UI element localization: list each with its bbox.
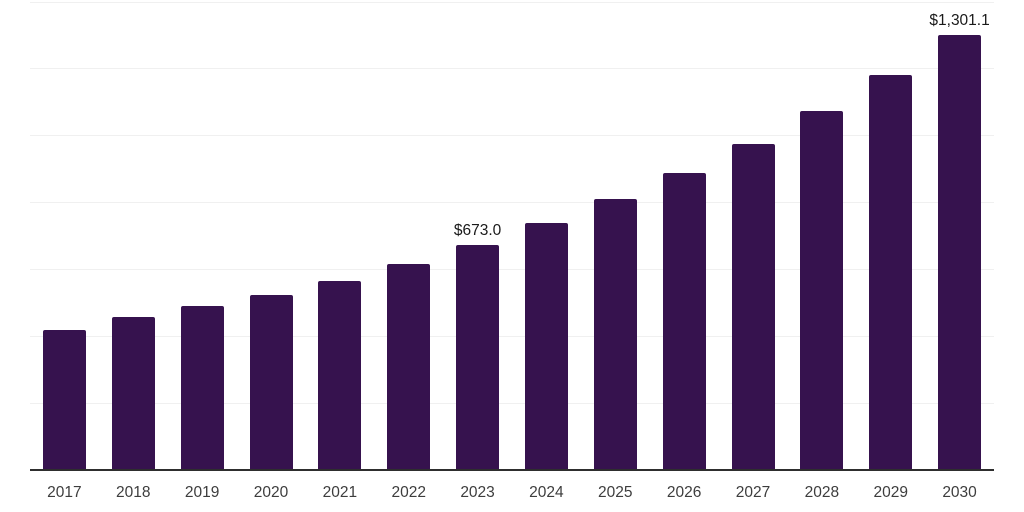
gridline-1400	[30, 1, 994, 3]
bar-2028	[800, 110, 844, 470]
bar-2026	[662, 172, 706, 470]
bar-2020	[249, 295, 293, 470]
gridline-1000	[30, 135, 994, 137]
x-tick-label-2030: 2030	[942, 484, 977, 501]
bar-2021	[318, 280, 362, 470]
bar-2027	[731, 144, 775, 470]
x-tick-label-2017: 2017	[47, 484, 82, 501]
x-tick-label-2024: 2024	[529, 484, 564, 501]
bar-2019	[180, 305, 224, 470]
bar-2024	[524, 222, 568, 470]
data-label-2023: $673.0	[453, 221, 502, 239]
data-label-2030: $1,301.1	[929, 11, 990, 29]
x-tick-label-2027: 2027	[735, 484, 771, 501]
gridline-600	[30, 268, 994, 270]
x-tick-label-2019: 2019	[184, 484, 220, 501]
bar-2018	[111, 317, 155, 470]
bar-2023	[456, 244, 500, 470]
bar-2030	[938, 34, 982, 470]
bar-2025	[593, 199, 637, 470]
gridline-1200	[30, 68, 994, 70]
bar-2029	[869, 74, 913, 470]
x-tick-label-2025: 2025	[598, 484, 633, 501]
x-tick-label-2021: 2021	[322, 484, 358, 501]
x-tick-label-2028: 2028	[804, 484, 840, 501]
x-tick-label-2020: 2020	[253, 484, 289, 501]
x-tick-label-2022: 2022	[391, 484, 426, 501]
x-tick-label-2023: 2023	[460, 484, 495, 501]
x-tick-label-2029: 2029	[873, 484, 908, 501]
bar-2017	[42, 329, 86, 470]
gridline-800	[30, 202, 994, 204]
x-tick-label-2018: 2018	[116, 484, 151, 501]
gridline-400	[30, 335, 994, 337]
gridline-200	[30, 402, 994, 404]
bar-2022	[387, 264, 431, 470]
x-axis-line	[30, 468, 994, 471]
x-tick-label-2026: 2026	[666, 484, 702, 501]
